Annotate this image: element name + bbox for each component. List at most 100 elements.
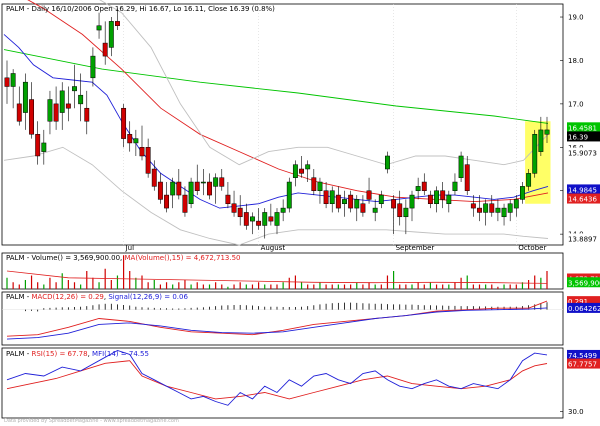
candle-body bbox=[470, 203, 476, 209]
price-tick-label: 19.0 bbox=[568, 14, 584, 22]
month-label-august: August bbox=[261, 244, 286, 252]
price-value-label: 13.8897 bbox=[568, 235, 597, 243]
price-value-box bbox=[567, 233, 600, 244]
price-tick-label: 17.0 bbox=[568, 100, 584, 108]
candle-body bbox=[421, 181, 427, 191]
price-value-label: 14.6436 bbox=[568, 196, 597, 204]
panel-frame-macd bbox=[1, 291, 564, 346]
candle-body bbox=[96, 25, 102, 31]
candle-body bbox=[323, 190, 329, 204]
macd-title-part: PALM - bbox=[6, 293, 31, 301]
candle-body bbox=[391, 199, 397, 209]
candle-body bbox=[22, 81, 28, 113]
price-overlay-line-1 bbox=[27, 0, 549, 203]
rsi-value-label: 67.7757 bbox=[568, 361, 597, 369]
candle-body bbox=[145, 147, 151, 174]
candle-body bbox=[213, 177, 219, 187]
rsi-value-box bbox=[567, 349, 600, 360]
candle-body bbox=[90, 55, 96, 79]
candle-body bbox=[329, 190, 335, 204]
price-value-box bbox=[567, 147, 600, 158]
candle-body bbox=[507, 203, 513, 213]
rsi-title-part: MFI(14) = 74.55 bbox=[92, 350, 149, 358]
candle-body bbox=[360, 203, 366, 213]
candle-body bbox=[4, 77, 10, 87]
candle-body bbox=[452, 181, 458, 191]
macd-title-part: MACD(12,26) = 0.29 bbox=[31, 293, 103, 301]
macd-line-1 bbox=[6, 307, 548, 340]
candle-body bbox=[311, 177, 317, 191]
price-value-label: 14.9845 bbox=[568, 186, 597, 194]
macd-title: PALM - MACD(12,26) = 0.29, Signal(12,26,… bbox=[6, 293, 188, 301]
volume-value-box bbox=[567, 277, 600, 288]
candle-body bbox=[200, 181, 206, 184]
candle-body bbox=[194, 181, 200, 191]
candle-body bbox=[115, 21, 120, 26]
candle-body bbox=[219, 177, 225, 187]
panel-frame-price bbox=[1, 3, 564, 246]
candle-body bbox=[489, 203, 495, 213]
rsi-title-part: RSI(15) = 67.78 bbox=[31, 350, 87, 358]
candle-body bbox=[207, 181, 212, 196]
price-value-box bbox=[567, 131, 600, 142]
candle-body bbox=[513, 199, 519, 209]
candle-body bbox=[47, 99, 53, 122]
candle-body bbox=[164, 194, 169, 209]
rsi-value-label: 74.5499 bbox=[568, 352, 597, 360]
rsi-value-box bbox=[567, 358, 600, 369]
price-overlay-line-3 bbox=[99, 0, 549, 166]
candle-body bbox=[317, 181, 323, 191]
candle-body bbox=[84, 107, 90, 122]
candle-body bbox=[526, 173, 532, 187]
candle-body bbox=[501, 207, 507, 218]
macd-value-label: 0.291 bbox=[568, 298, 588, 306]
candle-body bbox=[139, 147, 145, 157]
candle-body bbox=[121, 107, 127, 139]
candle-body bbox=[458, 155, 464, 178]
candle-body bbox=[237, 207, 243, 218]
month-label-september: September bbox=[396, 244, 435, 252]
candle-body bbox=[78, 94, 84, 105]
candle-body bbox=[182, 194, 188, 213]
macd-title-part: , bbox=[104, 293, 108, 301]
candle-body bbox=[127, 134, 133, 144]
volume-title-ma: MA(Volume(),15) = 4,672,713.50 bbox=[125, 254, 241, 262]
candle-body bbox=[133, 138, 139, 144]
candle-body bbox=[342, 199, 347, 204]
volume-ma-line bbox=[6, 270, 548, 284]
candle-body bbox=[464, 164, 470, 191]
candle-body bbox=[225, 194, 231, 204]
candle-body bbox=[305, 164, 311, 170]
candle-body bbox=[403, 207, 409, 218]
price-value-label: 16.4581 bbox=[568, 124, 597, 132]
candle-body bbox=[170, 181, 176, 196]
candle-body bbox=[268, 216, 274, 222]
rsi-title-part: , bbox=[88, 350, 92, 358]
price-title: PALM - Daily 16/10/2006 Open 16.29, Hi 1… bbox=[6, 5, 275, 13]
candle-body bbox=[65, 103, 71, 109]
candle-body bbox=[59, 90, 65, 113]
candle-body bbox=[483, 203, 489, 213]
candle-body bbox=[299, 168, 304, 174]
candle-body bbox=[35, 134, 41, 157]
candle-body bbox=[415, 186, 421, 191]
price-overlay-line-0 bbox=[3, 49, 549, 124]
price-value-label: 15.9073 bbox=[568, 150, 597, 158]
rsi-tick-label: 30.0 bbox=[568, 408, 584, 416]
candle-body bbox=[176, 181, 182, 196]
candle-body bbox=[348, 194, 354, 209]
candle-body bbox=[280, 207, 286, 213]
candle-body bbox=[292, 164, 298, 178]
macd-value-box bbox=[567, 296, 600, 307]
rsi-title-part: PALM - bbox=[6, 350, 31, 358]
highlight-box bbox=[525, 121, 551, 204]
candle-body bbox=[243, 212, 249, 226]
candle-body bbox=[151, 168, 157, 187]
rsi-line-1 bbox=[6, 350, 548, 406]
candle-body bbox=[440, 190, 446, 200]
macd-line-0 bbox=[6, 300, 548, 337]
price-value-label: 16.39 bbox=[568, 133, 588, 141]
candle-body bbox=[372, 207, 378, 213]
candle-body bbox=[157, 181, 163, 200]
